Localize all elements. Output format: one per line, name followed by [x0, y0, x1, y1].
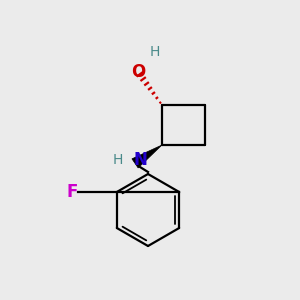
Text: H: H — [150, 45, 160, 59]
Text: F: F — [66, 183, 78, 201]
Polygon shape — [132, 145, 162, 168]
Text: H: H — [113, 153, 123, 167]
Text: O: O — [131, 63, 145, 81]
Text: N: N — [133, 151, 147, 169]
